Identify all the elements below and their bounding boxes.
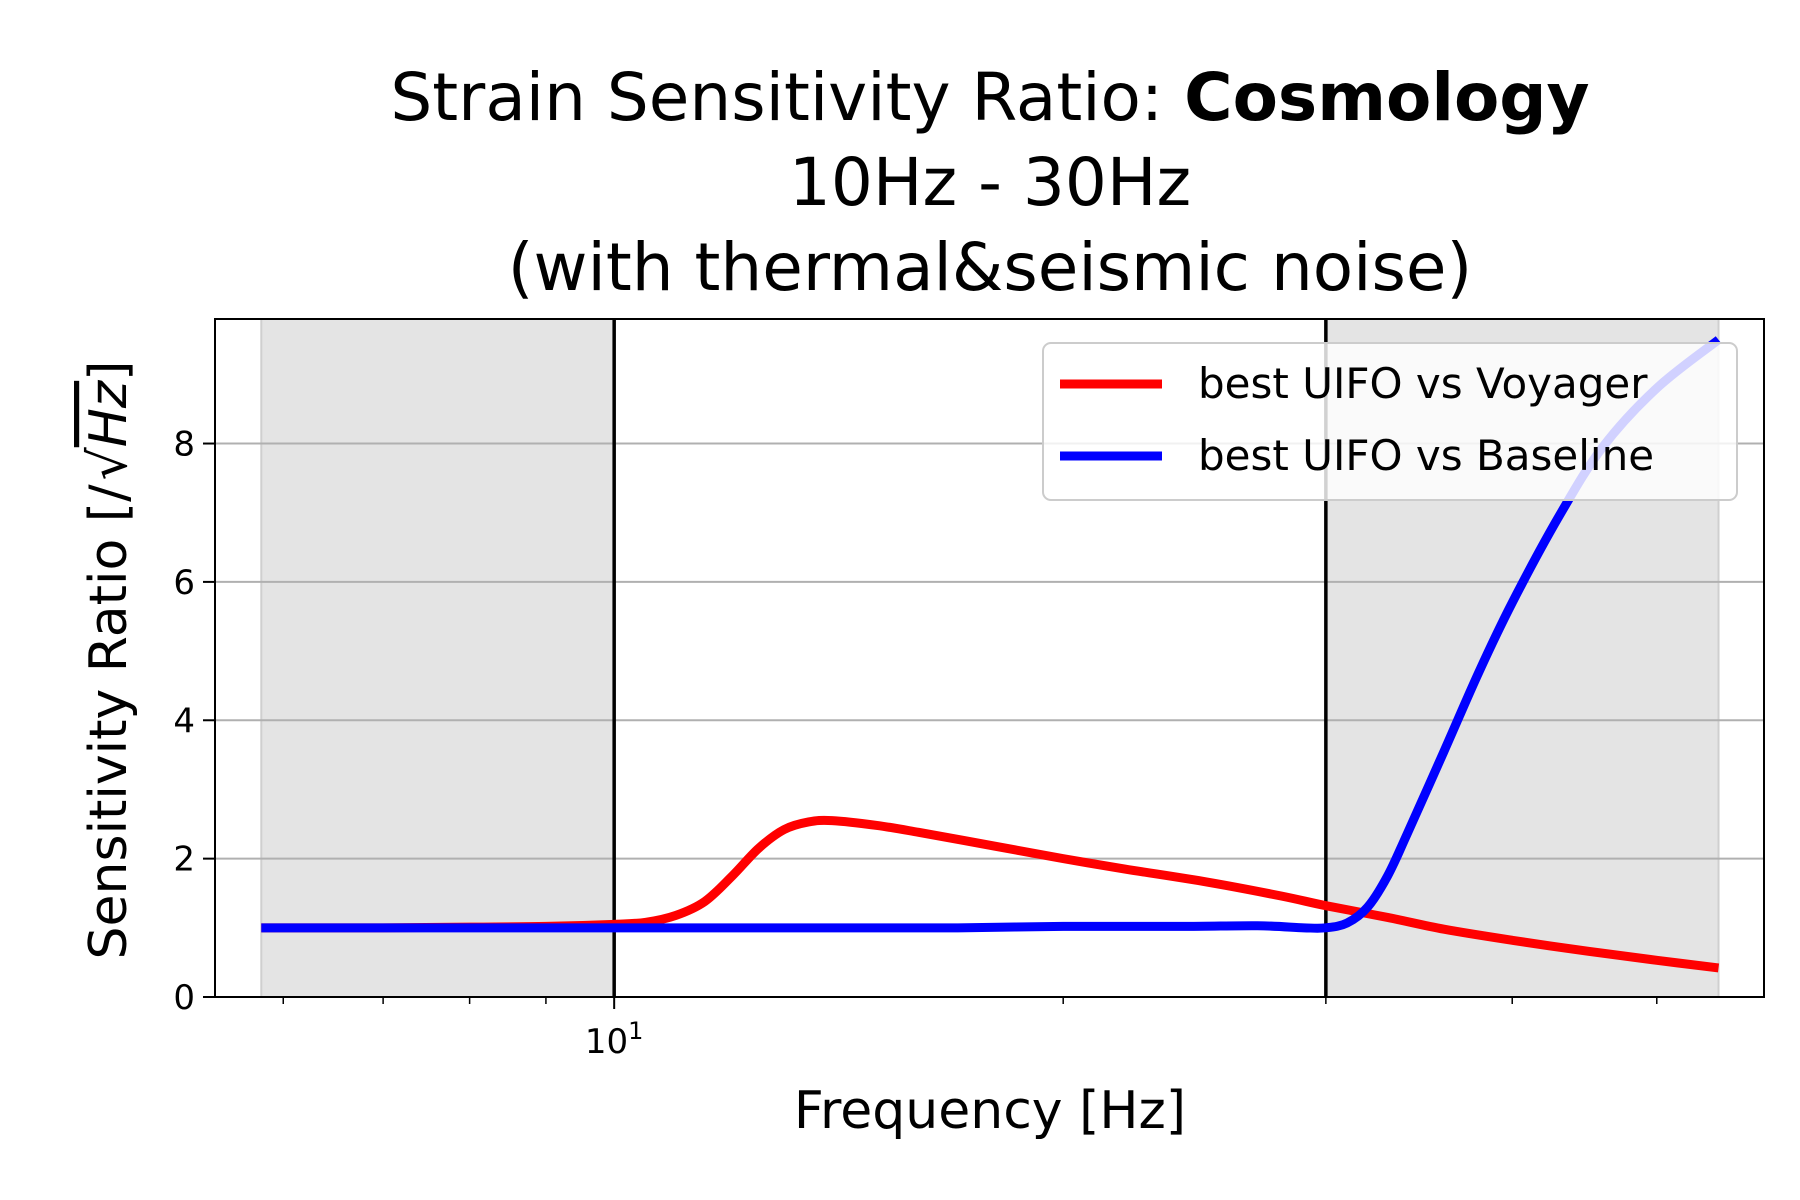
chart-title-line-1: Strain Sensitivity Ratio: Cosmology xyxy=(390,59,1589,136)
y-axis-label-prefix: Sensitivity Ratio [/ xyxy=(79,484,139,960)
y-tick-label-4: 4 xyxy=(173,701,195,741)
y-axis-label-group: Sensitivity Ratio [/ √Hz] xyxy=(79,361,139,960)
shaded-region-0 xyxy=(261,319,615,997)
y-tick-label-6: 6 xyxy=(173,563,195,603)
series-line-baseline xyxy=(261,336,1722,933)
y-tick-label-2: 2 xyxy=(173,840,195,880)
chart-title-line-3: (with thermal&seismic noise) xyxy=(508,229,1472,306)
chart-title-bold: Cosmology xyxy=(1184,59,1589,136)
y-tick-label-8: 8 xyxy=(173,425,195,465)
data-series xyxy=(261,336,1722,973)
sqrt-sign: √ xyxy=(79,446,139,480)
legend-box xyxy=(1042,342,1738,501)
chart-title-line-2: 10Hz - 30Hz xyxy=(789,144,1191,221)
y-ticks: 0 2 4 6 8 xyxy=(173,425,215,1018)
y-axis-label-unit: Hz xyxy=(79,379,139,447)
chart-title-prefix: Strain Sensitivity Ratio: xyxy=(390,59,1184,136)
x-axis-label: Frequency [Hz] xyxy=(794,1081,1186,1141)
x-tick-label-10: 101 xyxy=(585,1017,644,1062)
y-axis-label-suffix: ] xyxy=(79,361,139,381)
legend: best UIFO vs Voyager best UIFO vs Baseli… xyxy=(1042,342,1738,501)
legend-label-voyager: best UIFO vs Voyager xyxy=(1198,359,1648,408)
y-tick-label-0: 0 xyxy=(173,978,195,1018)
y-axis-label: Sensitivity Ratio [/ √Hz] xyxy=(79,361,139,960)
plot-frame xyxy=(214,318,1765,998)
legend-label-baseline: best UIFO vs Baseline xyxy=(1198,431,1654,480)
x-ticks: 101 xyxy=(282,997,1658,1062)
